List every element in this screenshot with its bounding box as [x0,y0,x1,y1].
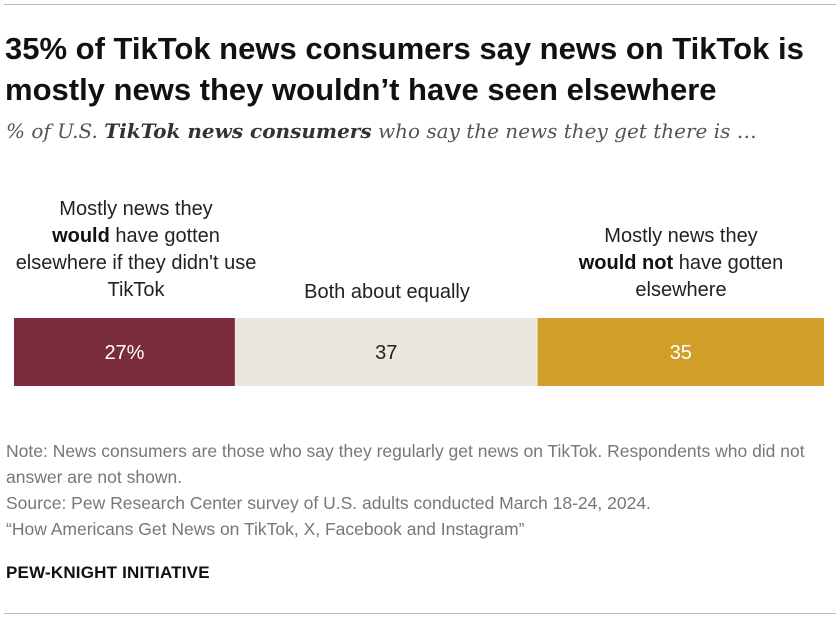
bar-value-label-would-not: 35 [670,342,692,364]
category-label-would-not-after: have gotten elsewhere [635,252,784,301]
category-label-would-after: have gotten elsewhere if they didn't use… [15,225,257,301]
brand-label: PEW-KNIGHT INITIATIVE [6,563,210,582]
category-labels: Mostly news they would have gotten elsew… [14,196,824,306]
subtitle-prefix: % of U.S. [6,119,98,143]
note-text: Note: News consumers are those who say t… [6,441,805,487]
top-rule [4,4,836,5]
source-text: Source: Pew Research Center survey of U.… [6,493,651,513]
bar-value-label-would: 27% [104,342,144,364]
subtitle-bold: TikTok news consumers [104,119,372,143]
category-label-both-text: Both about equally [304,281,470,303]
category-label-would-before: Mostly news they [59,198,213,220]
chart-title: 35% of TikTok news consumers say news on… [5,31,804,107]
chart-subtitle: % of U.S. TikTok news consumers who say … [6,119,836,143]
category-label-would-not-before: Mostly news they [604,225,758,247]
notes: Note: News consumers are those who say t… [6,438,834,542]
category-label-would-not: Mostly news they would not have gotten e… [538,223,824,304]
stacked-bar-chart: 27% 37 35 [14,318,824,386]
bar-segment-would [14,318,235,386]
bottom-rule [4,613,836,614]
bar-value-label-both: 37 [375,342,397,364]
subtitle-suffix: who say the news they get there is … [377,119,757,143]
category-label-would-bold: would [52,225,110,247]
category-label-would-not-bold: would not [578,252,674,274]
category-label-both: Both about equally [236,279,538,306]
bar-segment-would-not [537,318,824,386]
report-title: “How Americans Get News on TikTok, X, Fa… [6,519,525,539]
bar-segment-both [234,318,538,386]
category-label-would: Mostly news they would have gotten elsew… [14,196,258,304]
